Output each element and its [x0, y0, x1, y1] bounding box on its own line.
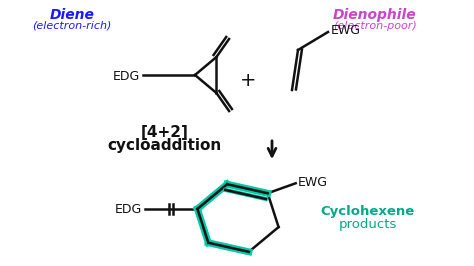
Text: EWG: EWG — [298, 176, 328, 189]
Text: Dienophile: Dienophile — [333, 8, 417, 22]
Text: products: products — [339, 218, 397, 231]
Text: EDG: EDG — [115, 203, 142, 217]
Text: Diene: Diene — [50, 8, 94, 22]
Text: EWG: EWG — [331, 23, 361, 36]
Text: [4+2]: [4+2] — [141, 125, 189, 140]
Text: Cyclohexene: Cyclohexene — [321, 205, 415, 218]
Text: +: + — [240, 70, 256, 89]
Text: EDG: EDG — [113, 69, 140, 82]
Text: (electron-poor): (electron-poor) — [333, 21, 417, 31]
Text: cycloaddition: cycloaddition — [108, 138, 222, 153]
Text: (electron-rich): (electron-rich) — [32, 21, 112, 31]
